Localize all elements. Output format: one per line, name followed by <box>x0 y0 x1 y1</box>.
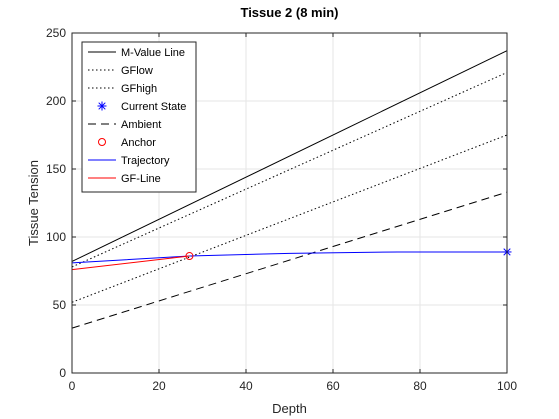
trajectory-line <box>71 251 507 264</box>
y-axis-label: Tissue Tension <box>26 160 41 246</box>
series-layer <box>71 50 512 329</box>
legend-label-current-state: Current State <box>121 101 186 113</box>
legend-label-anchor: Anchor <box>121 137 156 149</box>
legend-label-gf-line: GF-Line <box>121 173 161 185</box>
plot-frame <box>71 32 508 374</box>
ambient-line <box>71 191 508 329</box>
y-tick-label: 0 <box>59 366 66 380</box>
gf-line-line <box>71 255 190 271</box>
x-tick-label: 20 <box>152 379 166 393</box>
y-tick-label: 50 <box>53 298 67 312</box>
m-value-line-line <box>71 50 508 262</box>
y-tick-label: 100 <box>46 230 66 244</box>
legend-swatch-anchor <box>98 138 106 146</box>
chart-title: Tissue 2 (8 min) <box>240 5 338 20</box>
legend-box <box>81 41 197 193</box>
legend-label-trajectory: Trajectory <box>121 155 170 167</box>
legend: M-Value Line GFlow GFhigh Current State Ambi… <box>81 41 197 193</box>
x-axis-label: Depth <box>272 401 307 416</box>
y-tick-label: 200 <box>46 94 66 108</box>
legend-label-gflow: GFlow <box>121 65 153 77</box>
grid <box>71 32 508 374</box>
y-tick-label: 250 <box>46 26 66 40</box>
x-tick-label: 80 <box>413 379 427 393</box>
gflow-line <box>71 71 508 268</box>
legend-swatch-current-state <box>97 101 107 111</box>
x-tick-label: 0 <box>69 379 76 393</box>
ticks: 0 20 40 60 80 100 0 50 100 150 200 250 <box>46 26 517 393</box>
x-tick-label: 60 <box>326 379 340 393</box>
legend-label-ambient: Ambient <box>121 119 161 131</box>
x-tick-label: 100 <box>497 379 517 393</box>
legend-label-gfhigh: GFhigh <box>121 83 157 95</box>
x-tick-label: 40 <box>239 379 253 393</box>
y-tick-label: 150 <box>46 162 66 176</box>
legend-label-m-value-line: M-Value Line <box>121 47 185 59</box>
gfhigh-line <box>71 134 508 303</box>
legend-swatch-current-state-stroke <box>98 102 106 110</box>
anchor-marker <box>185 252 194 261</box>
